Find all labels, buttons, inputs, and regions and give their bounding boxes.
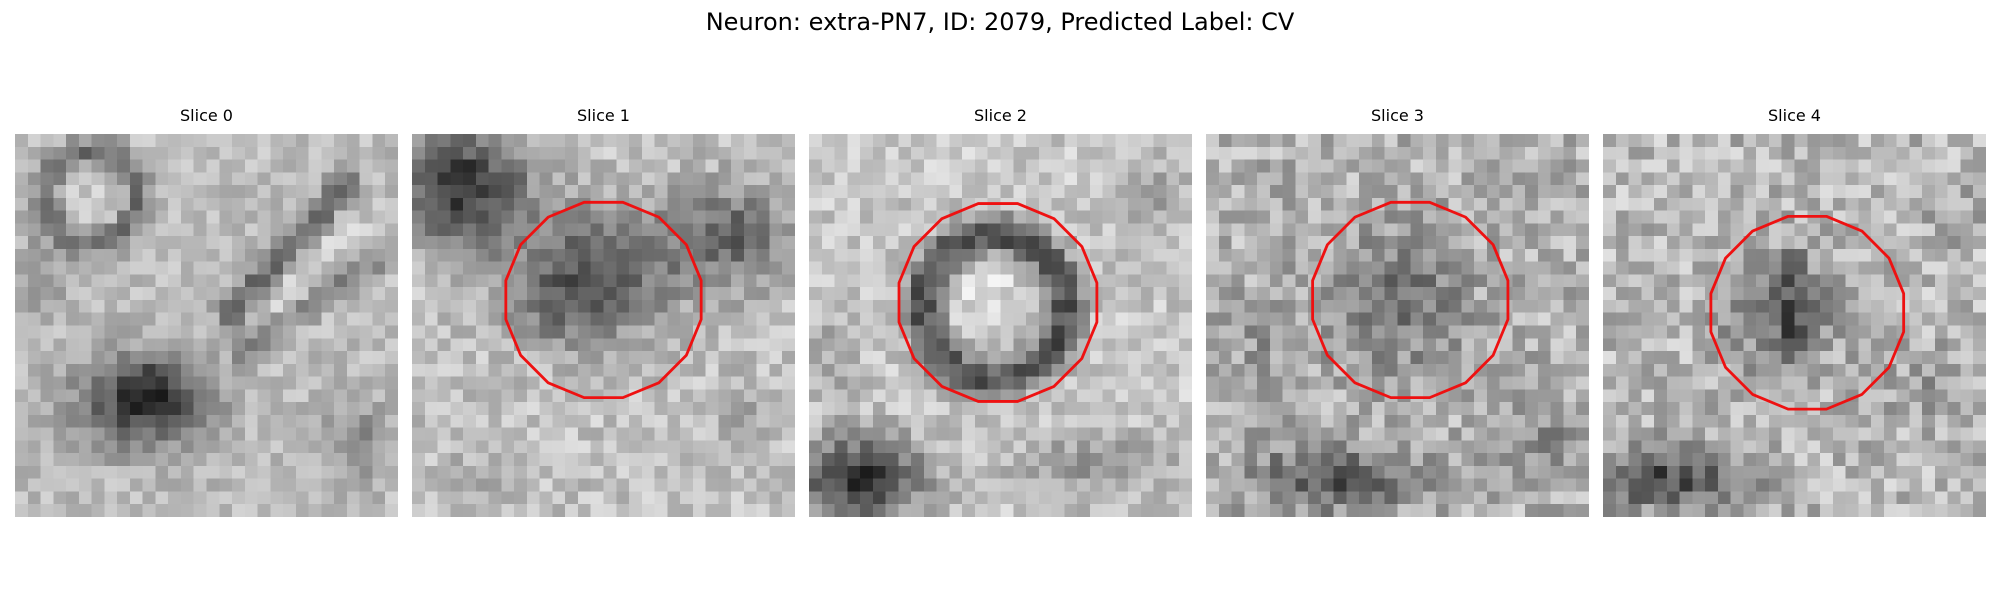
roi-overlay — [1311, 200, 1510, 400]
slice-image — [15, 134, 398, 517]
slice-title: Slice 0 — [180, 106, 233, 125]
roi-contour — [1311, 200, 1510, 400]
slice-image — [1206, 134, 1589, 517]
roi-overlay — [1709, 214, 1906, 411]
roi-contour — [897, 202, 1099, 403]
slice-panel-3: Slice 3 — [1206, 106, 1589, 520]
microscopy-patch — [412, 134, 795, 517]
microscopy-patch — [15, 134, 398, 517]
slice-title: Slice 4 — [1768, 106, 1821, 125]
microscopy-patch — [1603, 134, 1986, 517]
figure-title: Neuron: extra-PN7, ID: 2079, Predicted L… — [705, 8, 1295, 36]
roi-contour — [1709, 214, 1906, 411]
slice-image — [412, 134, 795, 517]
slice-title: Slice 3 — [1371, 106, 1424, 125]
slice-title: Slice 1 — [577, 106, 630, 125]
slice-panel-1: Slice 1 — [412, 106, 795, 520]
roi-overlay — [504, 200, 703, 400]
slice-image — [1603, 134, 1986, 517]
roi-overlay — [897, 202, 1099, 403]
roi-overlay — [15, 134, 398, 517]
slice-title: Slice 2 — [974, 106, 1027, 125]
roi-contour — [504, 200, 703, 400]
slice-image — [809, 134, 1192, 517]
slice-panel-0: Slice 0 — [15, 106, 398, 520]
slice-panel-2: Slice 2 — [809, 106, 1192, 520]
microscopy-patch — [1206, 134, 1589, 517]
slice-panel-4: Slice 4 — [1603, 106, 1986, 520]
microscopy-patch — [809, 134, 1192, 517]
